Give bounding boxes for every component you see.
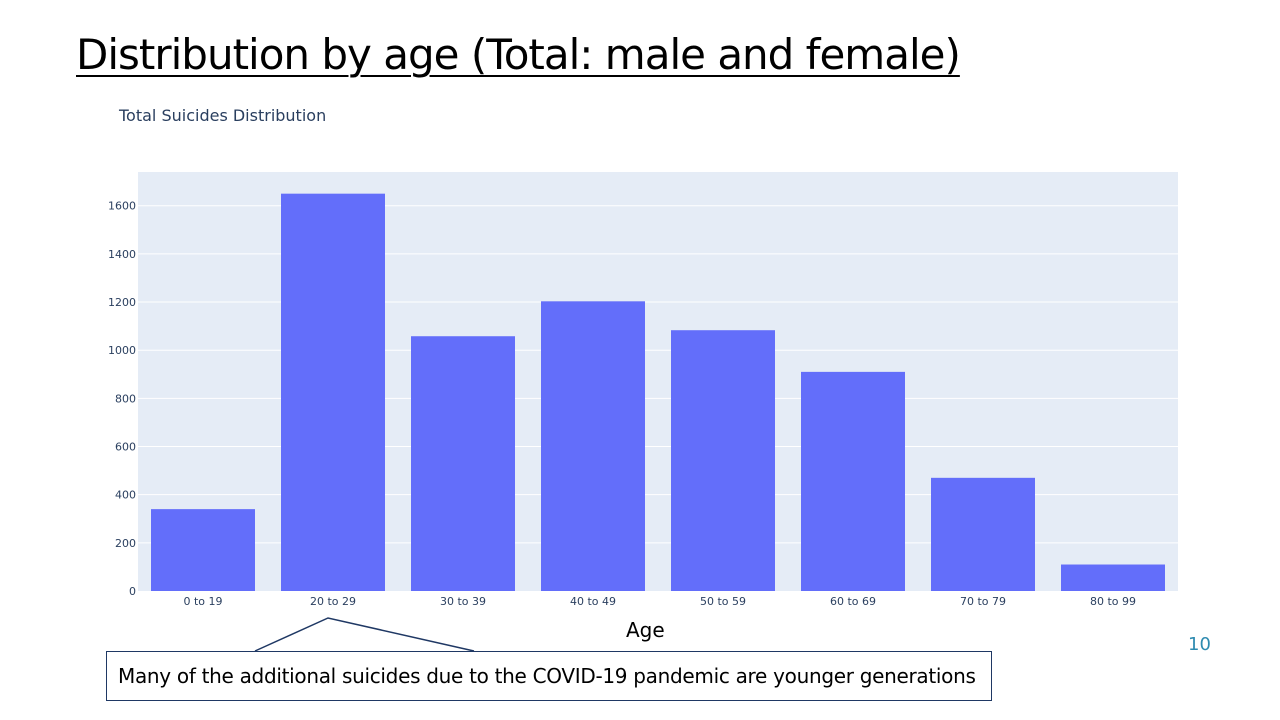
x-tick-label: 50 to 59: [700, 595, 746, 608]
bar-50-to-59: [671, 330, 775, 591]
x-axis-ticks: 0 to 19 20 to 29 30 to 39 40 to 49 50 to 59 6…: [183, 595, 1136, 608]
callout-pointer-line: [254, 617, 475, 652]
bar-30-to-39: [411, 336, 515, 591]
y-tick-label: 400: [115, 489, 136, 502]
slide-title: Distribution by age (Total: male and fem…: [76, 30, 961, 79]
x-tick-label: 80 to 99: [1090, 595, 1136, 608]
y-tick-label: 1200: [108, 296, 136, 309]
y-axis-ticks: 0 200 400 600 800 1000 1200 1400 1600: [108, 200, 136, 598]
page-number: 10: [1188, 634, 1211, 655]
y-tick-label: 200: [115, 537, 136, 550]
y-tick-label: 800: [115, 392, 136, 405]
chart-title: Total Suicides Distribution: [119, 106, 327, 125]
y-tick-label: 1400: [108, 248, 136, 261]
x-tick-label: 0 to 19: [183, 595, 222, 608]
x-tick-label: 30 to 39: [440, 595, 486, 608]
callout-pointer: [254, 617, 475, 652]
bar-20-to-29: [281, 193, 385, 591]
bars: [151, 193, 1165, 591]
y-tick-label: 1600: [108, 200, 136, 213]
y-tick-label: 0: [129, 585, 136, 598]
y-tick-label: 600: [115, 441, 136, 454]
x-tick-label: 20 to 29: [310, 595, 356, 608]
bar-40-to-49: [541, 301, 645, 591]
callout-text: Many of the additional suicides due to t…: [118, 664, 976, 688]
bar-70-to-79: [931, 477, 1035, 591]
bar-0-to-19: [151, 509, 255, 591]
bar-80-to-99: [1061, 564, 1165, 591]
x-tick-label: 60 to 69: [830, 595, 876, 608]
callout-box: Many of the additional suicides due to t…: [106, 651, 992, 701]
x-tick-label: 40 to 49: [570, 595, 616, 608]
y-tick-label: 1000: [108, 344, 136, 357]
x-tick-label: 70 to 79: [960, 595, 1006, 608]
x-axis-title: Age: [626, 618, 665, 642]
bar-60-to-69: [801, 371, 905, 591]
